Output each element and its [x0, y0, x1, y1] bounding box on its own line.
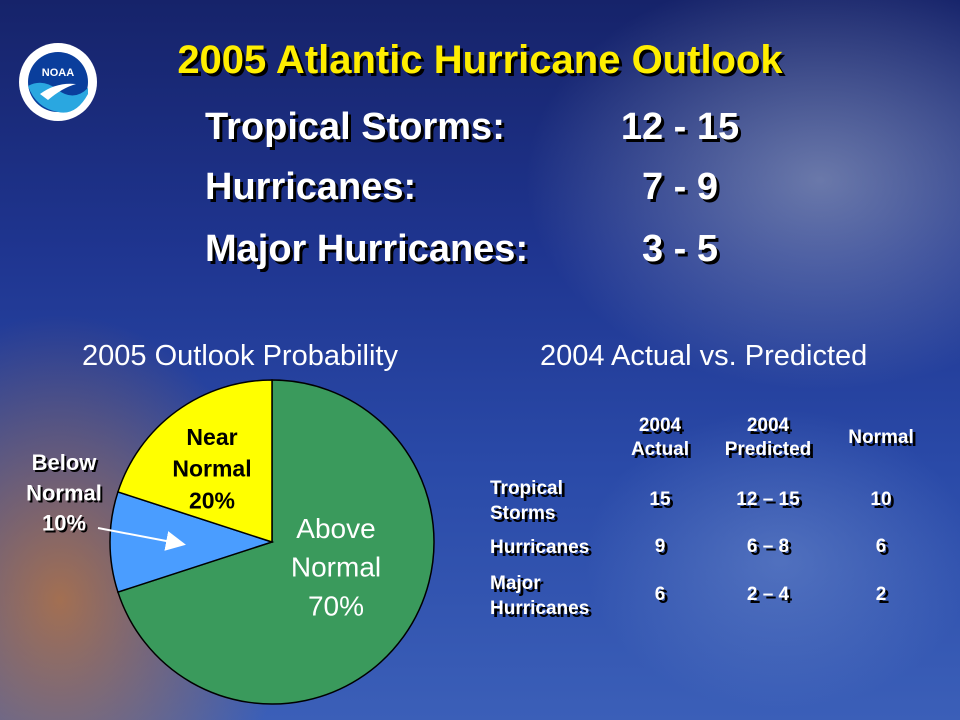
table-cell: 6 [654, 584, 666, 605]
outlook-probability-pie-chart: Above Normal 70% Below Normal 10% Near Normal 20… [26, 379, 435, 705]
table-cell: 6 – 8 [746, 536, 790, 557]
pie-label-line: Below [32, 450, 98, 475]
outlook-value-hurricanes: 7 - 9 [641, 166, 719, 208]
row-label-line: Hurricanes [490, 537, 590, 558]
pie-label-line: Normal [291, 552, 381, 583]
pie-slice-below-normal [109, 490, 275, 594]
pie-label-above-normal: Above Normal 70% [291, 513, 381, 621]
below-normal-leader-arrow [97, 527, 186, 551]
pie-label-line: Normal [172, 456, 251, 482]
pie-label-line: 10% [42, 511, 86, 536]
pie-label-line: 20% [189, 487, 235, 513]
outlook-value-tropical-storms: 12 - 15 [620, 106, 740, 148]
table-cell: 6 [875, 536, 887, 557]
actual-vs-predicted-table: 2004 Actual 2004 Predicted Normal Tropic… [480, 400, 950, 640]
header-line: 2004 [638, 415, 682, 436]
pie-label-line: 70% [308, 590, 364, 621]
table-cell: 12 – 15 [736, 489, 800, 510]
outlook-label-major-hurricanes: Major Hurricanes: [205, 228, 529, 270]
table-cell: 10 [870, 489, 892, 510]
table-cell: 15 [649, 489, 671, 510]
table-header-2004-predicted: 2004 Predicted [708, 414, 828, 462]
table-cell: 2 [875, 584, 887, 605]
table-row-label-major-hurricanes: Major Hurricanes [490, 571, 589, 621]
header-line: Predicted [724, 439, 812, 460]
logo-text: NOAA [42, 67, 74, 79]
table-row-label-hurricanes: Hurricanes [490, 535, 589, 560]
row-label-line: Storms [490, 503, 556, 524]
pie-label-below-normal: Below Normal 10% [26, 450, 102, 536]
pie-slice-near-normal [116, 379, 273, 544]
pie-label-line: Near [186, 424, 237, 450]
outlook-label-hurricanes: Hurricanes: [205, 166, 417, 208]
page-title: 2005 Atlantic Hurricane Outlook [177, 38, 783, 82]
pie-slice-above-normal [116, 379, 435, 705]
pie-label-line: Above [296, 513, 375, 544]
table-row-label-tropical-storms: Tropical Storms [490, 476, 563, 526]
pie-label-near-normal: Near Normal 20% [172, 424, 251, 513]
header-line: 2004 [746, 415, 790, 436]
row-label-line: Tropical [490, 478, 563, 499]
row-label-line: Major [490, 573, 541, 594]
noaa-logo: NOAA [19, 43, 97, 121]
table-cell: 2 – 4 [746, 584, 790, 605]
table-title: 2004 Actual vs. Predicted [540, 340, 868, 372]
table-cell: 9 [654, 536, 666, 557]
header-line: Normal [848, 427, 914, 448]
table-header-normal: Normal [836, 426, 926, 450]
table-header-2004-actual: 2004 Actual [620, 414, 700, 462]
header-line: Actual [630, 439, 690, 460]
pie-chart-title: 2005 Outlook Probability [82, 340, 398, 372]
outlook-label-tropical-storms: Tropical Storms: [205, 106, 505, 148]
row-label-line: Hurricanes [490, 598, 590, 619]
outlook-value-major-hurricanes: 3 - 5 [641, 228, 719, 270]
pie-label-line: Normal [26, 480, 102, 505]
